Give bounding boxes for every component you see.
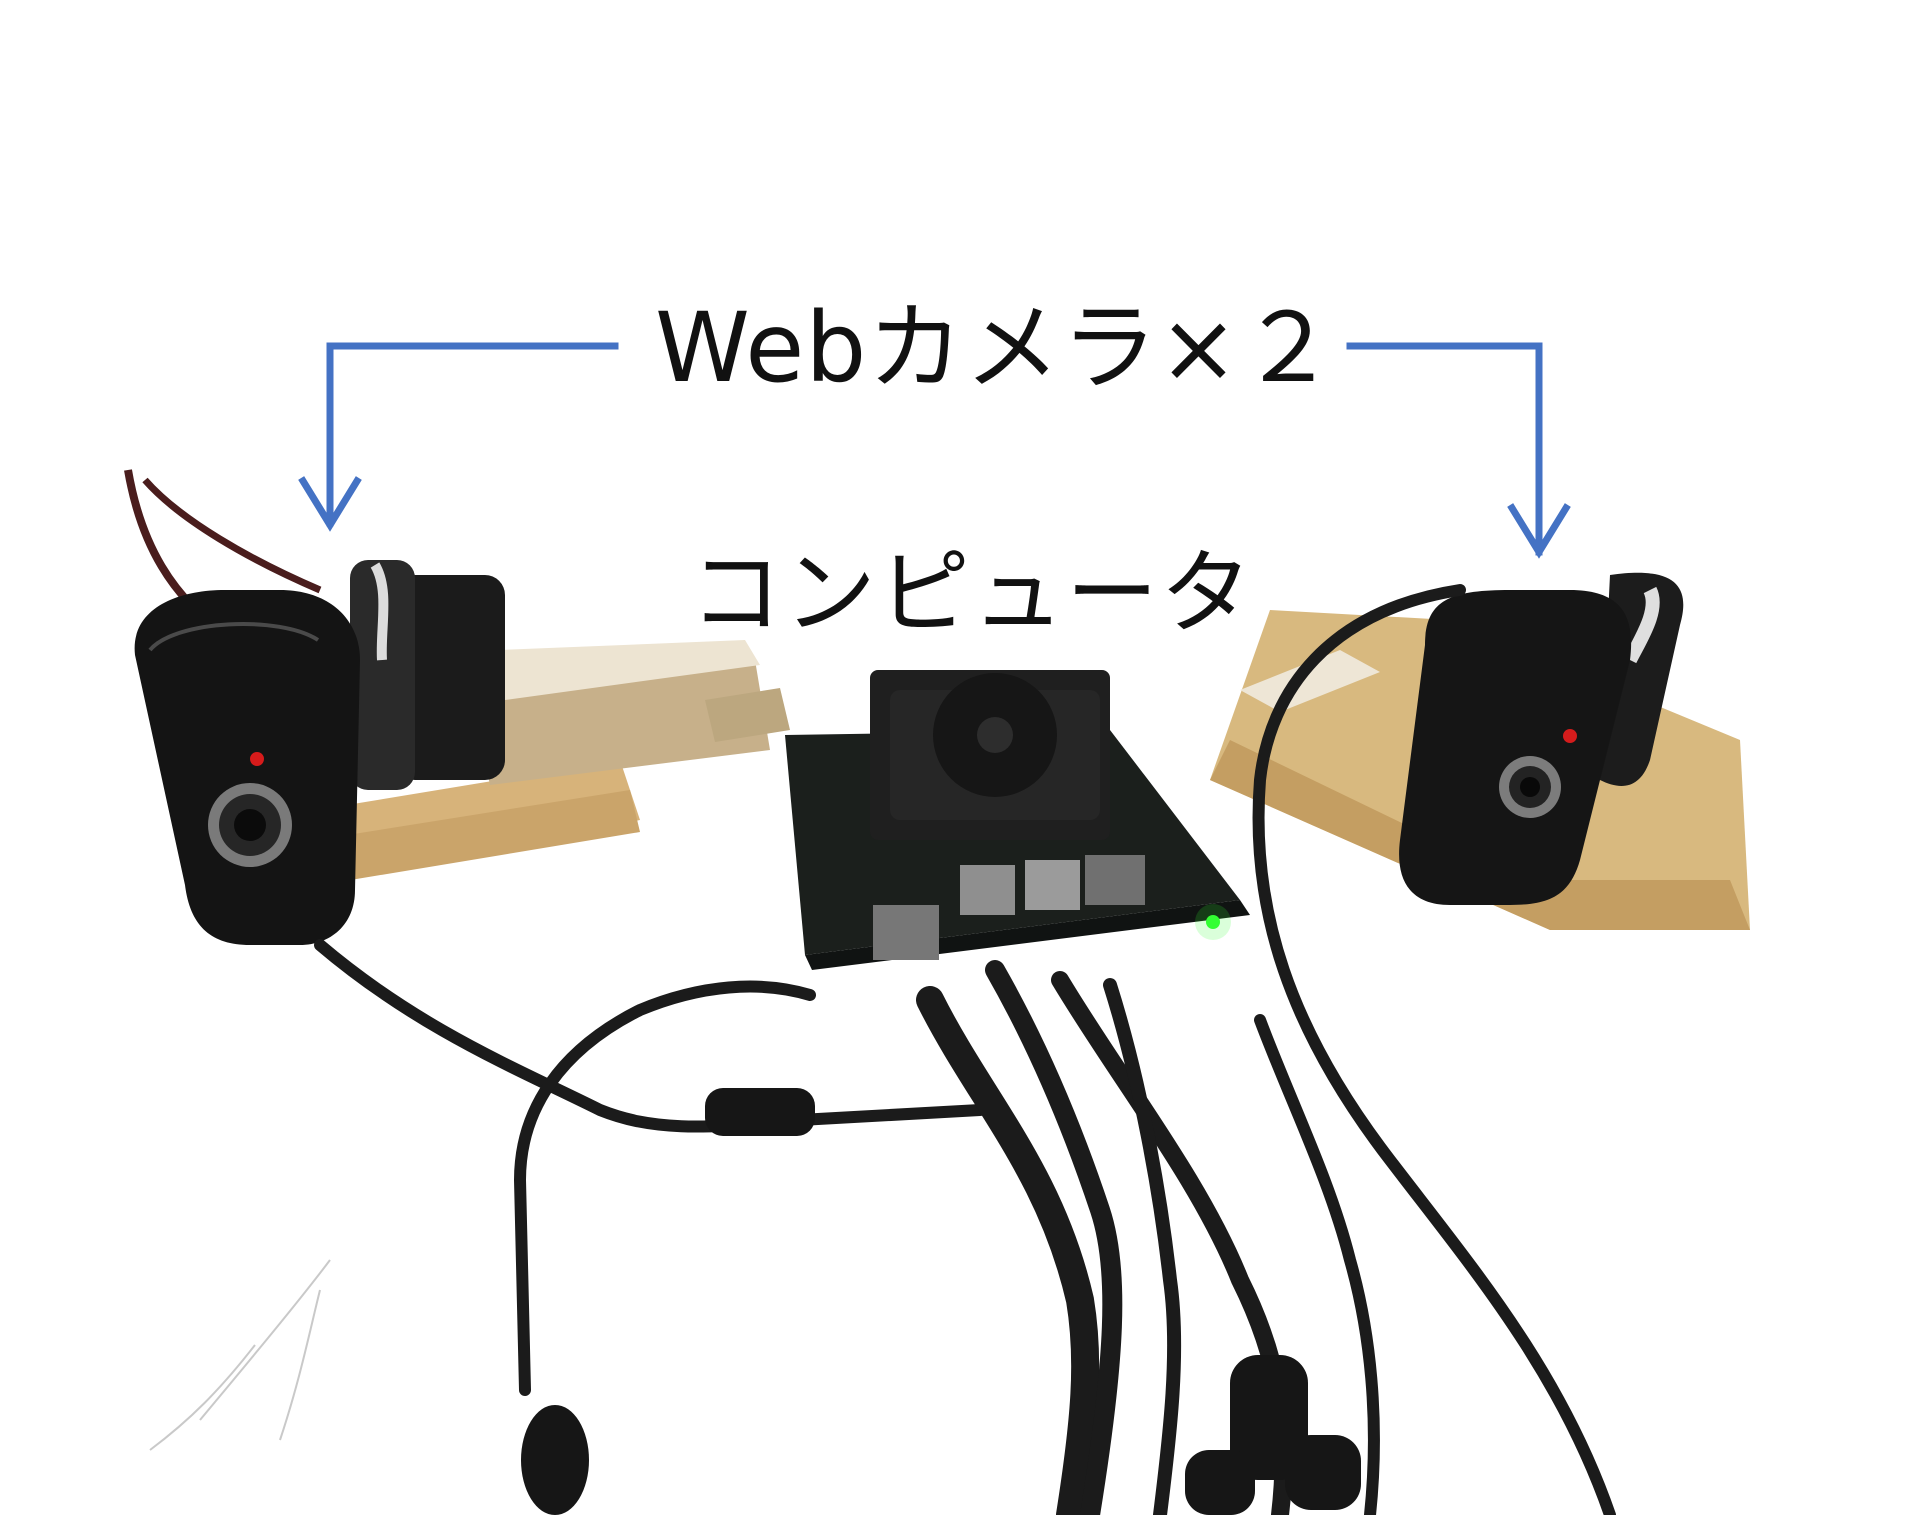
background-sketch [149, 1259, 331, 1451]
callout-arrows [298, 342, 1571, 559]
computer-label: コンピュータ [690, 540, 1255, 647]
arrow-down-icon [1507, 503, 1571, 559]
ferrite-cores [521, 1088, 1361, 1515]
left-webcam [124, 469, 505, 945]
arrow-down-icon [298, 476, 362, 532]
arrow-down-icon [326, 342, 619, 527]
arrow-down-icon [1346, 342, 1543, 556]
computer-board [785, 670, 1250, 970]
webcam-label: Webカメラ×２ [655, 292, 1337, 404]
right-webcam [1399, 572, 1684, 905]
